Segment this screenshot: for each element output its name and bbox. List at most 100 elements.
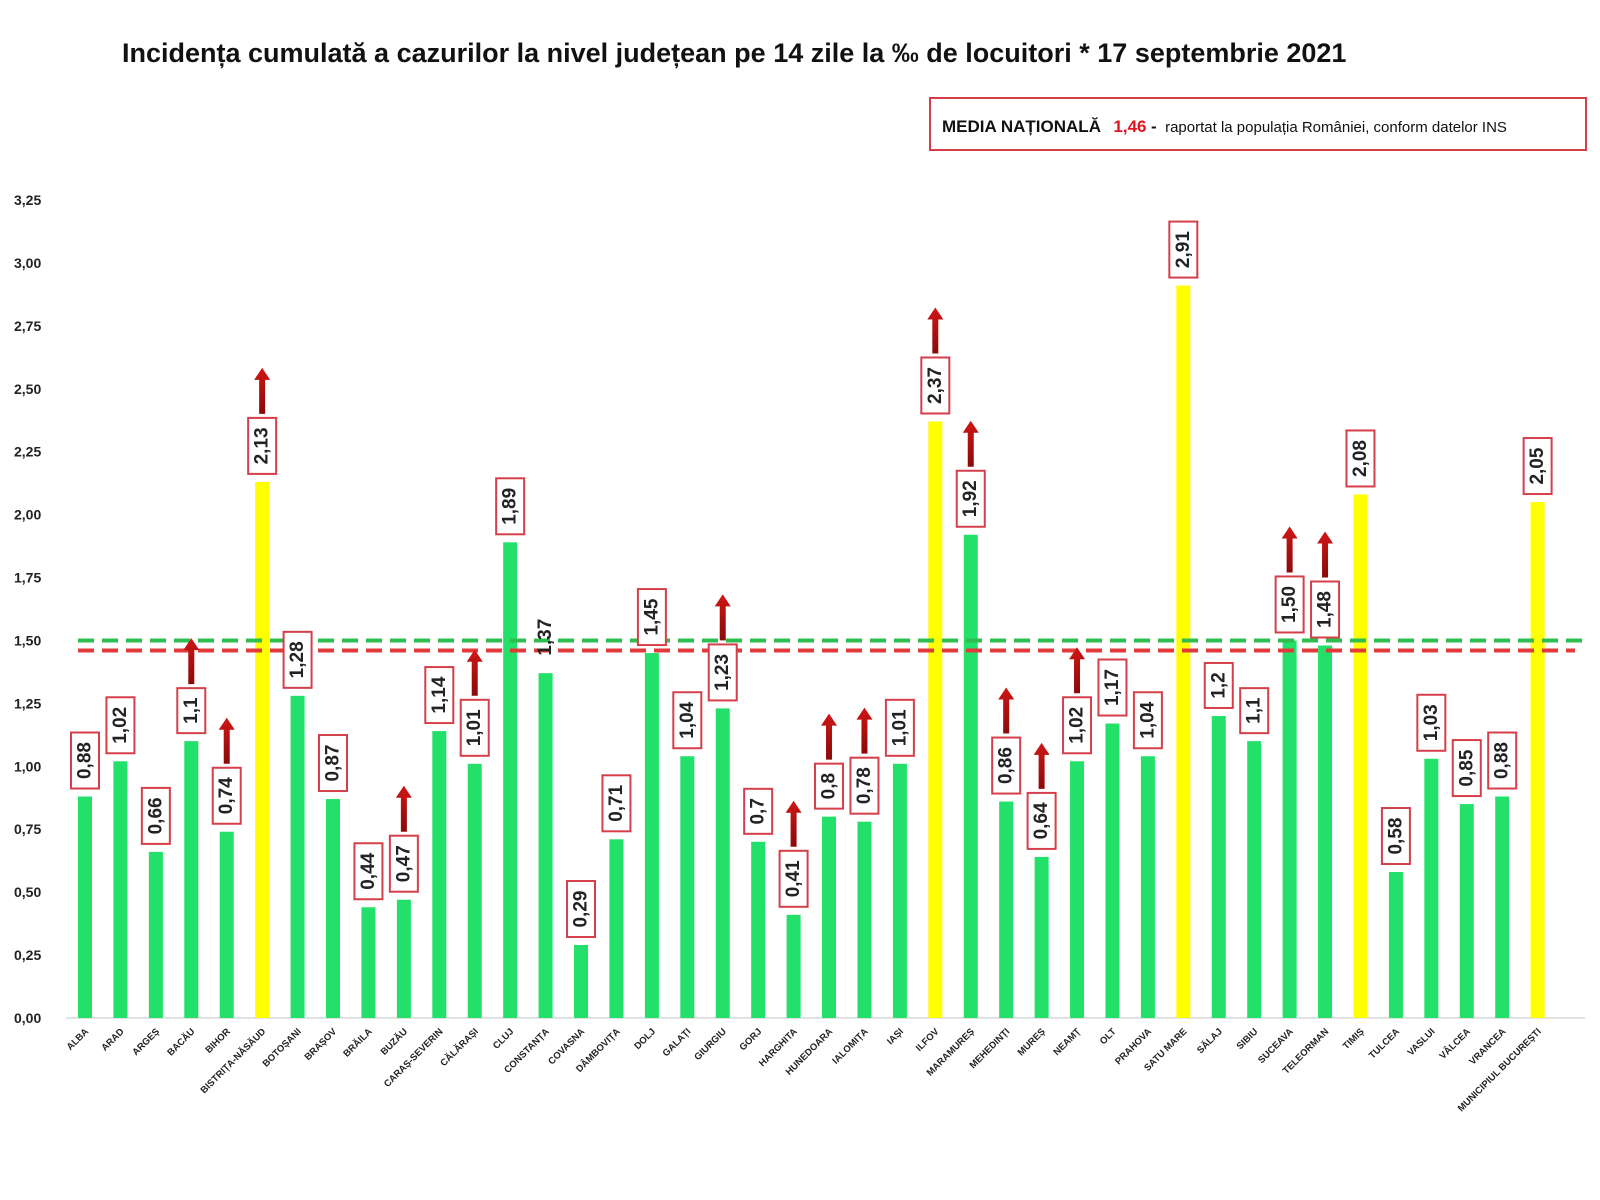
x-axis: ALBA ARAD ARGEȘ BACĂU BIHORBISTRIȚA-NĂSĂUDBO… [65, 1026, 1544, 1115]
bar [503, 542, 518, 1018]
x-tick-label: BUZĂU [379, 1026, 410, 1057]
y-tick-label: 0,50 [14, 884, 41, 900]
increase-arrow-icon [962, 420, 979, 467]
value-label: 0,58 [1385, 818, 1406, 855]
y-tick-label: 1,25 [14, 695, 41, 711]
value-label: 1,03 [1421, 704, 1442, 741]
label-overlay: 0,88 1,02 0,66 1,1 0,74 2,13 1,28 0,87 0,44 0,47 1… [70, 220, 1553, 939]
value-label: 1,14 [429, 676, 450, 713]
increase-arrow-icon [183, 638, 200, 685]
increase-arrow-icon [821, 713, 838, 760]
value-label: 1,23 [712, 654, 733, 691]
value-label: 0,64 [1031, 802, 1052, 839]
increase-arrow-icon [998, 687, 1015, 734]
y-tick-label: 3,00 [14, 255, 41, 271]
value-label: 0,88 [75, 742, 96, 779]
y-axis: 0,00 0,25 0,50 0,75 1,00 1,25 1,50 1,75 2,00 2,25… [14, 192, 41, 1026]
value-label: 2,91 [1173, 231, 1194, 268]
value-label: 0,71 [606, 784, 627, 821]
x-tick-label: GALAȚI [661, 1026, 694, 1059]
value-label: 0,8 [819, 773, 840, 799]
reference-lines [78, 638, 1585, 653]
increase-arrow-icon [1317, 531, 1334, 578]
value-label-box [388, 834, 419, 893]
value-label-box [920, 356, 951, 415]
value-label-box [1026, 791, 1057, 850]
value-label: 2,13 [252, 427, 273, 464]
y-tick-label: 1,00 [14, 758, 41, 774]
x-tick-label: IAȘI [885, 1026, 906, 1047]
increase-arrow-icon [218, 717, 235, 764]
chart-title: Incidența cumulată a cazurilor la nivel … [122, 38, 1346, 68]
value-label-box [707, 643, 738, 702]
bar [467, 763, 482, 1018]
value-label: 2,08 [1350, 440, 1371, 477]
value-label: 0,29 [571, 891, 592, 928]
bar [1211, 715, 1226, 1018]
value-label: 0,85 [1456, 749, 1477, 786]
value-label-box [743, 787, 774, 835]
x-tick-label: CLUJ [491, 1026, 516, 1051]
value-label: 0,78 [854, 767, 875, 804]
x-tick-label: ARGEȘ [130, 1026, 162, 1058]
x-tick-label: BRĂILA [341, 1026, 374, 1059]
value-label: 1,01 [464, 709, 485, 746]
bar [1388, 872, 1403, 1018]
value-label: 1,02 [1067, 707, 1088, 744]
x-tick-label: DOLJ [632, 1026, 658, 1052]
value-label: 0,88 [1492, 742, 1513, 779]
x-tick-label: GIURGIU [692, 1026, 729, 1063]
x-tick-label: SĂLAJ [1195, 1026, 1225, 1056]
value-label: 0,44 [358, 852, 379, 889]
value-label: 1,50 [1279, 586, 1300, 623]
increase-arrow-icon [254, 367, 271, 414]
x-tick-label: ILFOV [914, 1026, 942, 1054]
value-label-box [1062, 696, 1093, 755]
value-label: 2,37 [925, 367, 946, 404]
value-label: 1,89 [500, 488, 521, 525]
bar [361, 907, 376, 1018]
y-tick-label: 2,75 [14, 318, 41, 334]
y-tick-label: 0,25 [14, 947, 41, 963]
bar [1459, 804, 1474, 1018]
bar [219, 831, 234, 1018]
x-tick-label: TIMIȘ [1341, 1026, 1367, 1052]
value-label: 1,48 [1315, 591, 1336, 628]
value-label-box [849, 756, 880, 815]
value-label-box [105, 696, 136, 755]
x-tick-label: ARAD [99, 1026, 126, 1053]
x-tick-label: BACĂU [165, 1026, 197, 1058]
value-label: 1,28 [287, 641, 308, 678]
x-tick-label: VÂLCEA [1437, 1026, 1473, 1062]
bar [928, 421, 943, 1018]
x-tick-label: BRAȘOV [303, 1026, 340, 1063]
increase-arrow-icon [1033, 742, 1050, 789]
value-label-box [1203, 661, 1234, 709]
value-label: 0,47 [393, 845, 414, 882]
value-label-box [176, 687, 207, 735]
bar [148, 851, 163, 1018]
bar [786, 914, 801, 1018]
bar [1105, 723, 1120, 1018]
value-label-box [282, 630, 313, 689]
increase-arrow-icon [466, 649, 483, 696]
y-tick-label: 0,00 [14, 1010, 41, 1026]
increase-arrow-icon [1281, 526, 1298, 573]
bar [1034, 856, 1049, 1018]
y-tick-label: 2,25 [14, 444, 41, 460]
value-label-box [601, 774, 632, 833]
value-label-box [991, 736, 1022, 795]
y-tick-label: 1,75 [14, 570, 41, 586]
increase-arrow-icon [856, 707, 873, 754]
bar [113, 761, 128, 1018]
value-label-box [424, 666, 455, 725]
bar [574, 945, 589, 1018]
bar [538, 673, 553, 1018]
value-label-box [566, 880, 597, 939]
value-label-box [814, 762, 845, 810]
value-label: 1,01 [889, 709, 910, 746]
value-label: 1,02 [110, 707, 131, 744]
value-label: 0,66 [145, 797, 166, 834]
bar [857, 821, 872, 1018]
